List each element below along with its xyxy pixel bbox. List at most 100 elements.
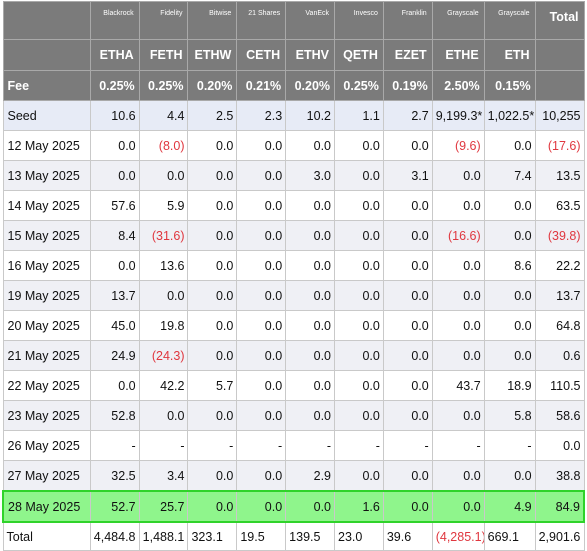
flow-cell: 0.0	[236, 190, 287, 221]
row-total-cell: 13.5	[534, 160, 585, 191]
flow-cell: 0.0	[187, 250, 238, 281]
flow-cell: 0.0	[382, 340, 433, 371]
flow-cell: 43.7	[431, 370, 485, 401]
row-total-cell: 0.6	[534, 340, 585, 371]
table-row: 19 May 2025 13.7 0.0 0.0 0.0 0.0 0.0 0.0 0.0 0.0 1…	[2, 280, 585, 311]
flow-cell: 2.9	[285, 460, 336, 492]
flow-cell: 0.0	[89, 370, 140, 401]
flow-cell: 0.0	[334, 160, 384, 191]
issuer-name: VanEck	[285, 1, 336, 40]
ticker-symbol: CETH	[236, 39, 287, 71]
ticker-symbol: FETH	[138, 39, 189, 71]
total-cell: (4,285.1)	[431, 521, 485, 551]
ticker-symbol: EZET	[382, 39, 433, 71]
flow-cell: 0.0	[334, 310, 384, 341]
row-total-cell: 110.5	[534, 370, 585, 401]
issuer-name: Fidelity	[138, 1, 189, 40]
row-label: 22 May 2025	[2, 370, 91, 401]
flow-cell: 10.2	[285, 100, 336, 131]
flow-cell: 42.2	[138, 370, 189, 401]
row-total-cell: 0.0	[534, 430, 585, 461]
flow-cell: 10.6	[89, 100, 140, 131]
flows-body: Seed 10.6 4.4 2.5 2.3 10.2 1.1 2.7 9,199.3* 1,022…	[1, 100, 585, 523]
issuer-name: Franklin	[382, 1, 433, 40]
row-label: 16 May 2025	[2, 250, 91, 281]
fee-value: 2.50%	[431, 70, 485, 101]
flow-cell: 3.1	[382, 160, 433, 191]
flow-cell: 0.0	[285, 190, 336, 221]
table-row: 23 May 2025 52.8 0.0 0.0 0.0 0.0 0.0 0.0 0.0 5.8 5…	[2, 400, 585, 431]
flow-cell: 0.0	[285, 340, 336, 371]
flow-cell: 0.0	[431, 310, 485, 341]
row-label: 21 May 2025	[2, 340, 91, 371]
flow-cell: 0.0	[483, 460, 536, 492]
table-row: 22 May 2025 0.0 42.2 5.7 0.0 0.0 0.0 0.0 43.7 18.…	[2, 370, 585, 401]
flow-cell: 0.0	[138, 280, 189, 311]
corner-cell	[2, 39, 91, 71]
table-row: 15 May 2025 8.4 (31.6) 0.0 0.0 0.0 0.0 0.0 (16.6…	[2, 220, 585, 251]
flow-cell: 1.6	[334, 490, 384, 523]
flow-cell: 4.4	[138, 100, 189, 131]
empty-header-cell	[534, 39, 585, 71]
fee-value: 0.15%	[483, 70, 536, 101]
flow-cell: 0.0	[187, 460, 238, 492]
ticker-symbol: ETH	[483, 39, 536, 71]
row-total-cell: 10,255	[534, 100, 585, 131]
flow-cell: 0.0	[431, 250, 485, 281]
flow-cell: 0.0	[285, 310, 336, 341]
flow-cell: 0.0	[285, 400, 336, 431]
empty-header-cell	[534, 70, 585, 101]
row-total-cell: 63.5	[534, 190, 585, 221]
fee-value: 0.21%	[236, 70, 287, 101]
row-label: 12 May 2025	[2, 130, 91, 161]
table-row-highlighted: 28 May 2025 52.7 25.7 0.0 0.0 0.0 1.6 0.0 0.0 4.9…	[1, 490, 585, 523]
flow-cell: 0.0	[483, 310, 536, 341]
total-cell: 23.0	[334, 521, 384, 551]
flow-cell: 0.0	[431, 190, 485, 221]
flow-cell: 0.0	[89, 250, 140, 281]
flow-cell: 32.5	[89, 460, 140, 492]
flow-cell: 24.9	[89, 340, 140, 371]
issuer-name: Bitwise	[187, 1, 238, 40]
flow-cell: 52.7	[89, 490, 140, 523]
total-cell: 1,488.1	[138, 521, 189, 551]
flow-cell: 0.0	[187, 160, 238, 191]
issuer-name: Grayscale	[483, 1, 536, 40]
fee-header-row: Fee 0.25% 0.25% 0.20% 0.21% 0.20% 0.25% …	[2, 70, 585, 101]
flow-cell: 0.0	[285, 220, 336, 251]
flow-cell: 0.0	[285, 130, 336, 161]
total-cell: 39.6	[382, 521, 433, 551]
ticker-header-row: ETHA FETH ETHW CETH ETHV QETH EZET ETHE …	[2, 39, 585, 71]
fee-label: Fee	[2, 70, 91, 101]
flow-cell: 4.9	[483, 490, 536, 523]
issuer-name: Blackrock	[89, 1, 140, 40]
row-total-cell: (39.8)	[534, 220, 585, 251]
flow-cell: 0.0	[187, 190, 238, 221]
flow-cell: 0.0	[431, 400, 485, 431]
row-label: 20 May 2025	[2, 310, 91, 341]
flow-cell: 3.0	[285, 160, 336, 191]
flow-cell: 5.7	[187, 370, 238, 401]
flow-cell: 0.0	[285, 280, 336, 311]
grand-total-cell: 2,901.6	[534, 521, 585, 551]
issuer-name: 21 Shares	[236, 1, 287, 40]
flow-cell: 0.0	[187, 400, 238, 431]
flow-cell: 0.0	[236, 370, 287, 401]
flow-cell: 13.6	[138, 250, 189, 281]
flow-cell: 0.0	[334, 250, 384, 281]
flow-cell: 0.0	[382, 370, 433, 401]
flow-cell: -	[236, 430, 287, 461]
flow-cell: 0.0	[236, 130, 287, 161]
flow-cell: 57.6	[89, 190, 140, 221]
flow-cell: 0.0	[236, 460, 287, 492]
flow-cell: 0.0	[236, 280, 287, 311]
flow-cell: (24.3)	[138, 340, 189, 371]
row-label: 19 May 2025	[2, 280, 91, 311]
flow-cell: 5.8	[483, 400, 536, 431]
row-total-cell: 22.2	[534, 250, 585, 281]
flow-cell: -	[334, 430, 384, 461]
flow-cell: 0.0	[236, 400, 287, 431]
flow-cell: 19.8	[138, 310, 189, 341]
table-row: 13 May 2025 0.0 0.0 0.0 0.0 3.0 0.0 3.1 0.0 7.4 13…	[2, 160, 585, 191]
flow-cell: 2.5	[187, 100, 238, 131]
